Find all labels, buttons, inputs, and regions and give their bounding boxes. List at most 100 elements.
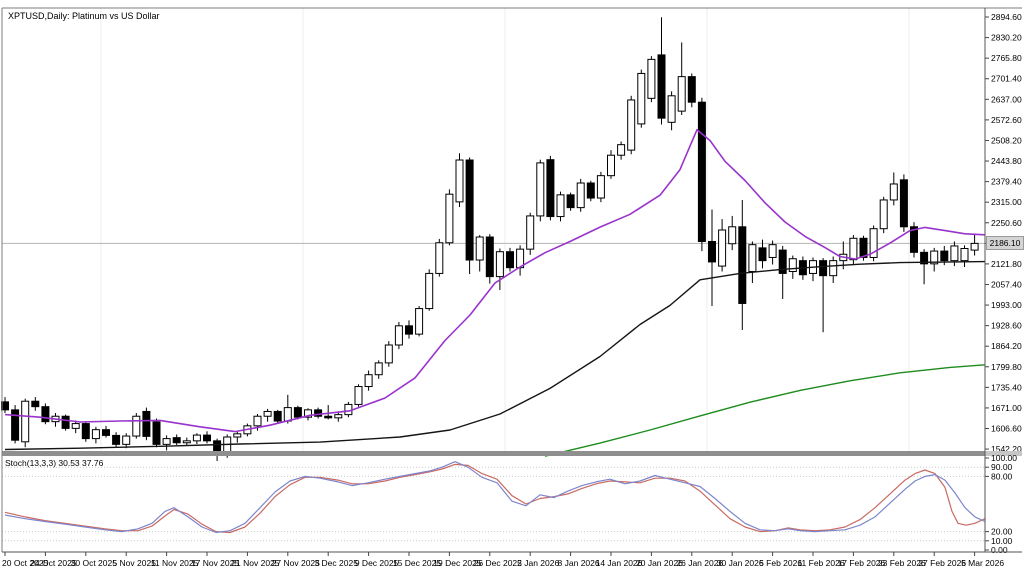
candle-bearish — [697, 101, 706, 242]
candle-bullish — [334, 414, 343, 419]
stoch-axis-label: 100.00 — [991, 453, 1017, 463]
candle-bullish — [344, 403, 353, 416]
candle-bullish — [192, 434, 201, 442]
panel-separator[interactable] — [2, 451, 985, 456]
candle-bearish — [819, 260, 828, 277]
candle-bullish — [475, 236, 484, 261]
candle-bearish — [687, 76, 696, 103]
candle-bullish — [455, 159, 464, 203]
candle-bullish — [748, 244, 757, 273]
candle-bearish — [506, 251, 514, 269]
indicator-label: Stoch(13,3,3) 30.53 37.76 — [5, 458, 104, 468]
candle-bullish — [647, 58, 656, 99]
candle-bullish — [667, 95, 676, 123]
time-axis-label: 30 Oct 2025 — [71, 558, 118, 568]
candle-bullish — [495, 251, 504, 278]
candle-bearish — [273, 410, 282, 422]
candle-bullish — [970, 242, 979, 251]
time-axis-label: 20 Jan 2026 — [636, 558, 683, 568]
candle-bullish — [788, 258, 797, 273]
time-axis-label: 9 Dec 2025 — [355, 558, 399, 568]
candle-bullish — [445, 193, 454, 244]
time-axis-label: 2 Jan 2026 — [517, 558, 559, 568]
candle-bearish — [41, 406, 50, 423]
candle-bearish — [920, 251, 929, 265]
candle-bullish — [607, 154, 615, 177]
time-axis-label: 3 Dec 2025 — [314, 558, 358, 568]
candle-bearish — [112, 434, 121, 445]
price-axis-label: 2701.40 — [991, 74, 1022, 84]
candle-bullish — [122, 435, 131, 445]
candle-bearish — [586, 182, 595, 199]
candle-bullish — [718, 229, 727, 267]
time-axis-label: 27 Nov 2025 — [272, 558, 320, 568]
panel-separator-axis — [985, 451, 1022, 456]
candle-bullish — [596, 175, 605, 199]
candle-bearish — [81, 423, 90, 440]
candle-bearish — [314, 409, 323, 417]
candle-bullish — [849, 237, 858, 261]
price-axis-label: 1542.20 — [991, 444, 1022, 454]
candle-bullish — [374, 362, 383, 376]
time-axis-label: 17 Feb 2026 — [838, 558, 886, 568]
price-axis-label: 2250.60 — [991, 218, 1022, 228]
candle-bullish — [728, 226, 737, 245]
candle-bullish — [263, 410, 272, 417]
vertical-gridlines — [100, 8, 910, 451]
candle-bearish — [465, 159, 474, 261]
candle-bullish — [536, 162, 545, 217]
candle-bullish — [415, 308, 424, 335]
stoch-axis-label: 90.00 — [991, 462, 1013, 472]
candle-bearish — [899, 179, 908, 228]
candle-bullish — [304, 409, 312, 418]
price-axis-label: 2637.00 — [991, 94, 1022, 104]
stoch-signal-line — [4, 463, 986, 534]
time-axis-label: 14 Jan 2026 — [596, 558, 643, 568]
candle-bullish — [829, 260, 838, 277]
candle-bearish — [708, 240, 716, 263]
time-axis-label: 17 Nov 2025 — [191, 558, 239, 568]
candle-bearish — [102, 429, 110, 436]
candle-bullish — [253, 415, 262, 427]
candle-bullish — [960, 248, 969, 262]
mid-ma-black-line — [4, 260, 986, 451]
time-axis-label: 5 Nov 2025 — [112, 558, 156, 568]
candle-bullish — [384, 344, 393, 364]
candle-bullish — [930, 250, 939, 265]
time-axis-label: 11 Feb 2026 — [797, 558, 844, 568]
candle-bullish — [576, 182, 585, 209]
candle-bearish — [11, 409, 20, 441]
candle-bullish — [950, 245, 959, 262]
current-price-tag: 2186.10 — [986, 236, 1024, 250]
candle-bullish — [162, 438, 171, 445]
candle-bearish — [940, 250, 949, 262]
candle-bearish — [910, 226, 918, 253]
candle-bearish — [203, 434, 211, 442]
candle-bullish — [283, 407, 292, 422]
time-axis-label: 11 Nov 2025 — [151, 558, 199, 568]
price-axis-label: 1606.60 — [991, 424, 1022, 434]
candle-bearish — [152, 421, 161, 445]
candle-bearish — [172, 437, 181, 444]
price-axis-label: 2830.20 — [991, 33, 1022, 43]
price-axis-label: 2508.20 — [991, 135, 1022, 145]
candle-bullish — [526, 215, 535, 250]
stoch-axis-label: 10.00 — [991, 536, 1013, 546]
candle-bearish — [859, 237, 868, 258]
candle-bullish — [768, 244, 777, 258]
time-axis-label: 19 Dec 2025 — [433, 558, 481, 568]
time-axis-label: 30 Jan 2026 — [717, 558, 764, 568]
time-axis-label: 20 Oct 2025 — [2, 558, 49, 568]
candle-bullish — [91, 429, 100, 440]
candle-bullish — [425, 272, 434, 310]
candle-bullish — [394, 325, 403, 346]
time-axis-label: 5 Feb 2026 — [759, 558, 802, 568]
price-axis-label: 1928.60 — [991, 321, 1022, 331]
candle-bullish — [879, 199, 888, 230]
price-axis-label: 2121.80 — [991, 259, 1022, 269]
candle-bullish — [21, 400, 30, 443]
